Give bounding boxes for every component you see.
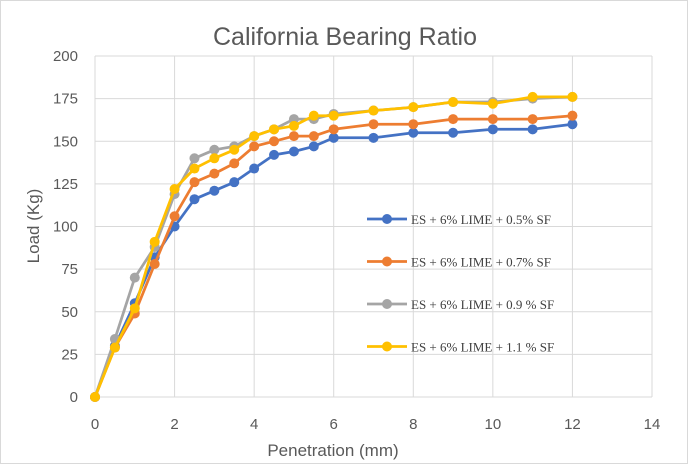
data-point [149,236,160,247]
x-tick-label: 2 [170,416,178,433]
y-tick-label: 175 [53,91,78,108]
data-point [209,153,220,164]
data-point [229,144,240,155]
x-tick-label: 12 [564,416,581,433]
data-point [368,132,379,143]
legend-label: ES + 6% LIME + 0.7% SF [411,255,551,270]
data-point [368,105,379,116]
legend-marker [382,299,392,309]
series-2 [90,110,578,402]
data-point [249,131,260,142]
grid-lines [94,55,653,398]
legend-label: ES + 6% LIME + 0.5% SF [411,212,551,227]
y-tick-label: 125 [53,176,78,193]
data-point [448,114,459,125]
data-point [487,124,498,135]
data-point [527,124,538,135]
data-point [269,136,280,147]
data-point [308,141,319,152]
x-tick-label: 0 [91,416,99,433]
y-tick-label: 100 [53,219,78,236]
data-point [308,131,319,142]
x-tick-label: 8 [409,416,417,433]
data-point [288,131,299,142]
data-point [328,110,339,121]
data-point [408,127,419,138]
y-axis-title: Load (Kg) [24,189,43,264]
legend: ES + 6% LIME + 0.5% SF ES + 6% LIME + 0.7… [367,212,554,355]
x-tick-label: 14 [644,416,661,433]
data-point [129,272,140,283]
data-point [527,91,538,102]
data-point [249,163,260,174]
data-point [129,303,140,314]
y-tick-label: 75 [61,261,78,278]
data-point [189,153,200,164]
data-point [189,163,200,174]
y-tick-label: 0 [70,389,78,406]
x-tick-label: 6 [330,416,338,433]
x-tick-label: 10 [485,416,502,433]
legend-item: ES + 6% LIME + 1.1 % SF [367,340,554,355]
data-point [249,141,260,152]
data-point [328,132,339,143]
data-point [229,158,240,169]
data-point [448,97,459,108]
data-point [169,211,180,222]
data-point [90,392,100,402]
data-point [328,124,339,135]
data-point [189,194,200,205]
data-point [527,114,538,125]
data-point [288,120,299,131]
legend-marker [382,214,392,224]
legend-label: ES + 6% LIME + 1.1 % SF [411,340,554,355]
series-4 [90,91,578,402]
legend-marker [382,341,392,352]
legend-label: ES + 6% LIME + 0.9 % SF [411,297,554,312]
data-point [567,91,578,102]
data-point [209,185,220,196]
data-point [149,259,160,270]
data-point [109,342,120,353]
data-point [269,124,280,135]
data-point [448,127,459,138]
legend-item: ES + 6% LIME + 0.9 % SF [367,297,554,312]
y-tick-label: 150 [53,133,78,150]
data-point [408,102,419,113]
data-point [408,119,419,130]
data-point [209,144,220,155]
data-point [229,177,240,188]
legend-item: ES + 6% LIME + 0.5% SF [367,212,551,227]
data-point [288,146,299,157]
chart-title: California Bearing Ratio [213,23,477,51]
data-point [189,177,200,188]
axis-ticks: 0 25 50 75 100 125 150 175 200 0 2 4 6 8 10 12 14 [53,48,660,433]
legend-marker [382,256,392,267]
data-point [169,183,180,194]
data-point [487,98,498,109]
x-tick-label: 4 [250,416,258,433]
x-axis-title: Penetration (mm) [267,441,398,460]
y-tick-label: 50 [61,304,78,321]
y-tick-label: 25 [61,346,78,363]
data-series [90,91,578,402]
data-point [269,149,280,160]
data-point [308,110,319,121]
data-point [567,119,578,130]
y-tick-label: 200 [53,48,78,65]
legend-item: ES + 6% LIME + 0.7% SF [367,255,551,270]
data-point [487,114,498,125]
data-point [567,110,578,121]
data-point [368,119,379,130]
data-point [209,168,220,179]
